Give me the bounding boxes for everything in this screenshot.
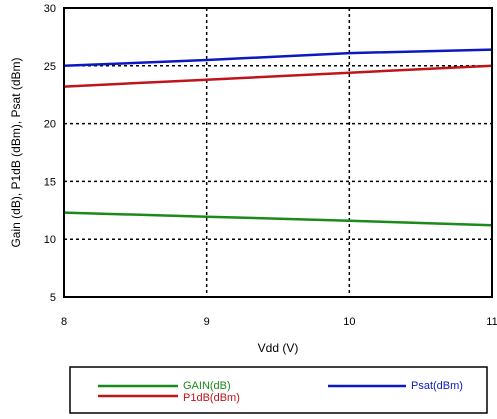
legend-box [69, 366, 488, 414]
y-tick-label: 25 [44, 61, 56, 73]
x-tick-label: 11 [486, 316, 497, 328]
y-tick-label: 15 [44, 176, 56, 188]
y-tick-label: 20 [44, 119, 56, 131]
legend: GAIN(dB)P1dB(dBm) Psat(dBm) [98, 380, 463, 404]
legend-label: Psat(dBm) [411, 380, 463, 392]
y-tick-labels: 5 10 15 20 25 30 [44, 3, 56, 304]
legend-label: P1dB(dBm) [183, 392, 240, 404]
x-tick-label: 8 [61, 316, 67, 328]
y-axis-label: Gain (dB), P1dB (dBm), Psat (dBm) [9, 57, 23, 247]
x-tick-label: 10 [343, 316, 355, 328]
y-tick-label: 10 [44, 234, 56, 246]
plot-frame [63, 7, 493, 298]
legend-label: GAIN(dB) [183, 380, 231, 392]
series-lines [63, 48, 493, 227]
x-tick-label: 9 [204, 316, 210, 328]
series-line [63, 211, 493, 227]
x-axis-label: Vdd (V) [258, 341, 299, 355]
y-tick-label: 5 [50, 292, 56, 304]
series-line [63, 64, 493, 88]
grid-lines [64, 8, 492, 297]
y-tick-label: 30 [44, 3, 56, 15]
x-tick-labels: 8 9 10 11 [61, 316, 497, 328]
series-line [63, 48, 493, 68]
